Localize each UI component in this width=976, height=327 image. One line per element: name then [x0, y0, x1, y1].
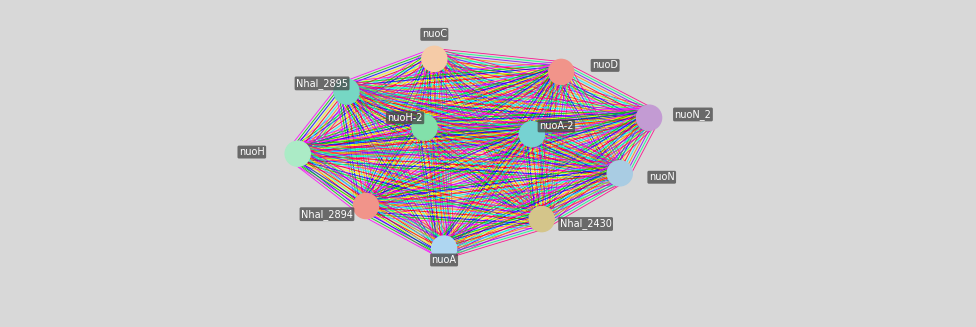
- Text: nuoH: nuoH: [239, 147, 264, 157]
- Text: Nhal_2895: Nhal_2895: [296, 78, 348, 89]
- Circle shape: [353, 194, 379, 218]
- Circle shape: [636, 105, 662, 130]
- Circle shape: [549, 60, 574, 84]
- Circle shape: [422, 46, 447, 71]
- Text: nuoH-2: nuoH-2: [387, 113, 423, 123]
- Text: nuoN: nuoN: [649, 172, 674, 182]
- Circle shape: [412, 115, 437, 140]
- Circle shape: [431, 236, 457, 261]
- Text: nuoD: nuoD: [592, 60, 618, 70]
- Text: nuoA: nuoA: [431, 255, 457, 265]
- Text: nuoA-2: nuoA-2: [539, 121, 574, 131]
- Circle shape: [334, 79, 359, 104]
- Text: nuoN_2: nuoN_2: [674, 109, 712, 120]
- Circle shape: [607, 161, 632, 186]
- Text: nuoC: nuoC: [422, 29, 447, 39]
- Text: Nhal_2430: Nhal_2430: [559, 218, 612, 230]
- Text: Nhal_2894: Nhal_2894: [301, 209, 353, 220]
- Circle shape: [519, 122, 545, 146]
- Circle shape: [285, 141, 310, 166]
- Circle shape: [529, 207, 554, 232]
